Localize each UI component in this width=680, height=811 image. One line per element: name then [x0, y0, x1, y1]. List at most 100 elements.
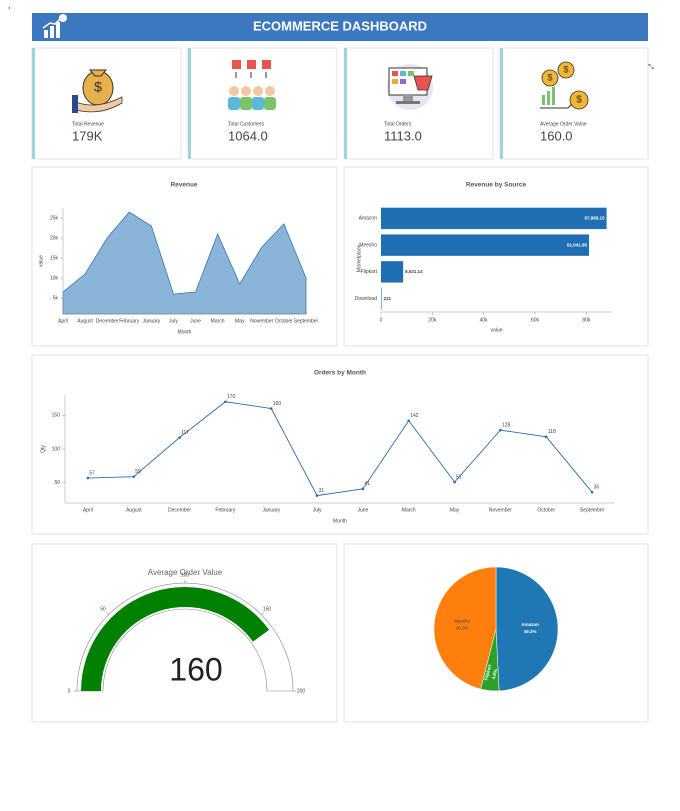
- y-axis-title: Marketplace: [356, 245, 362, 272]
- gauge-tick-label: 150: [263, 606, 272, 612]
- y-tick-label: 5k: [53, 295, 59, 301]
- x-tick-label: January: [142, 318, 160, 324]
- y-tick-label: 20k: [50, 235, 59, 241]
- y-tick-label: 15k: [50, 255, 59, 261]
- x-tick-label: May: [450, 507, 460, 513]
- x-tick-label: July: [169, 318, 178, 324]
- x-tick-label: July: [313, 507, 322, 513]
- x-tick-label: November: [489, 507, 512, 513]
- kpi-accent: [344, 48, 347, 159]
- expand-icon[interactable]: ⤡: [648, 64, 654, 71]
- slice-label: 46.0%: [456, 625, 469, 630]
- kpi-cards: $ $ $ $ Total Revenue 179K Total Cust: [31, 47, 649, 160]
- chart-card: [31, 354, 649, 535]
- data-label: 170: [227, 394, 236, 400]
- slice-label: 49.2%: [524, 629, 537, 634]
- header-title: ECOMMERCE DASHBOARD: [253, 18, 427, 33]
- gauge-frame: [76, 582, 294, 692]
- gauge-tick-label: 0: [68, 688, 71, 694]
- y-tick-label: Flipkart: [361, 269, 378, 275]
- y-tick-label: 10k: [50, 275, 59, 281]
- x-tick-label: June: [190, 318, 201, 324]
- pie-slice: [495, 566, 559, 692]
- bar: [381, 207, 607, 230]
- kpi-accent: [32, 48, 35, 159]
- point: [269, 407, 273, 410]
- point: [544, 435, 548, 439]
- x-tick-label: August: [126, 507, 142, 513]
- gauge-bar: [81, 587, 270, 691]
- gauge-tick-label: 100: [181, 572, 190, 578]
- header-icon: [42, 14, 67, 38]
- bar-label: 87,888.15: [585, 216, 606, 221]
- x-tick-label: 20k: [428, 317, 437, 323]
- kpi-accent: [188, 48, 191, 159]
- svg-text:$: $: [576, 95, 582, 106]
- data-label: 31: [319, 488, 325, 494]
- gauge-value: 160: [169, 651, 222, 687]
- point: [361, 487, 365, 491]
- kpi-label: Total Orders: [384, 121, 412, 127]
- y-tick-label: Amazon: [359, 216, 378, 222]
- x-tick-label: February: [215, 507, 236, 513]
- kpi-label: Total Revenue: [72, 121, 104, 127]
- point: [86, 476, 90, 480]
- gauge-tick: [261, 612, 264, 615]
- slice-label: 4.8%: [491, 669, 498, 680]
- pie-slice: [433, 566, 497, 690]
- bar: [381, 287, 382, 310]
- gauge-tick-label: 200: [297, 688, 306, 694]
- x-tick-label: May: [235, 318, 245, 324]
- x-tick-label: November: [250, 318, 273, 324]
- data-label: 160: [273, 401, 282, 407]
- kpi-value: 1113.0: [384, 128, 422, 143]
- x-tick-label: September: [580, 507, 605, 513]
- kpi-accent: [500, 48, 503, 159]
- chart-title: Revenue: [170, 182, 197, 189]
- x-tick-label: October: [275, 318, 293, 324]
- x-tick-label: June: [357, 507, 368, 513]
- x-tick-label: 0: [380, 317, 383, 323]
- gauge-tick-label: 50: [100, 606, 106, 612]
- svg-text:$: $: [563, 64, 568, 74]
- bar: [381, 234, 590, 256]
- x-tick-label: March: [211, 318, 225, 324]
- x-tick-label: December: [168, 507, 191, 513]
- kpi-value: 160.0: [540, 128, 573, 143]
- data-label: 59: [135, 469, 141, 475]
- chart-title: Orders by Month: [314, 370, 366, 377]
- x-axis-title: value: [491, 327, 503, 333]
- bar-label: 221: [384, 296, 392, 301]
- x-tick-label: 60k: [531, 317, 540, 323]
- x-tick-label: 40k: [480, 317, 489, 323]
- y-axis-title: value: [38, 255, 44, 267]
- menu-toggle[interactable]: ›: [8, 5, 11, 12]
- chart-title: Revenue by Source: [466, 182, 527, 189]
- x-tick-label: December: [96, 318, 119, 324]
- svg-text:$: $: [547, 72, 552, 82]
- line: [87, 401, 593, 497]
- money-bag-icon: $: [72, 69, 123, 113]
- header: ECOMMERCE DASHBOARD: [32, 13, 648, 41]
- data-label: 51: [456, 474, 462, 480]
- data-label: 118: [548, 429, 556, 435]
- y-tick-label: Meesho: [359, 242, 377, 248]
- y-tick-label: 50: [54, 480, 60, 486]
- slice-name: Amazon: [521, 622, 539, 627]
- x-tick-label: September: [294, 318, 319, 324]
- y-axis-title: Qty: [40, 445, 46, 453]
- data-label: 128: [502, 422, 511, 428]
- x-tick-label: February: [119, 318, 140, 324]
- customers-icon: [228, 60, 276, 110]
- kpi-label: Average Order Value: [540, 121, 587, 127]
- y-tick-label: 25k: [50, 215, 59, 221]
- chart-card: [31, 543, 338, 723]
- data-label: 57: [89, 470, 95, 476]
- svg-text:$: $: [94, 79, 102, 95]
- kpi-label: Total Customers: [228, 121, 265, 127]
- point: [453, 480, 456, 484]
- data-label: 142: [410, 413, 419, 419]
- x-tick-label: April: [58, 318, 68, 324]
- point: [499, 428, 502, 432]
- data-label: 36: [594, 485, 600, 491]
